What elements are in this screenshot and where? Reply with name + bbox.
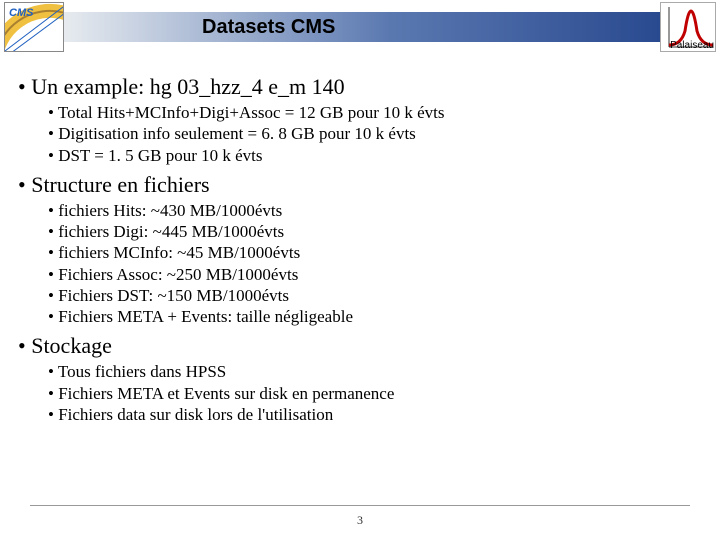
bullet-item: fichiers Hits: ~430 MB/1000évts — [48, 200, 702, 221]
bullet-item: fichiers Digi: ~445 MB/1000évts — [48, 221, 702, 242]
bullet-item: Fichiers Assoc: ~250 MB/1000évts — [48, 264, 702, 285]
footer-divider — [30, 505, 690, 506]
page-number: 3 — [0, 513, 720, 528]
bullet-item: fichiers MCInfo: ~45 MB/1000évts — [48, 242, 702, 263]
bullet-item: Fichiers data sur disk lors de l'utilisa… — [48, 404, 702, 425]
header: Datasets CMS CMS Palaiseau — [0, 0, 720, 56]
slide-body: Un example: hg 03_hzz_4 e_m 140 Total Hi… — [0, 56, 720, 425]
location-caption: Palaiseau — [670, 40, 714, 51]
bullet-item: DST = 1. 5 GB pour 10 k évts — [48, 145, 702, 166]
section-items: fichiers Hits: ~430 MB/1000évts fichiers… — [48, 200, 702, 328]
section-heading: Un example: hg 03_hzz_4 e_m 140 — [18, 74, 702, 100]
bullet-item: Total Hits+MCInfo+Digi+Assoc = 12 GB pou… — [48, 102, 702, 123]
bullet-item: Fichiers META et Events sur disk en perm… — [48, 383, 702, 404]
section-items: Tous fichiers dans HPSS Fichiers META et… — [48, 361, 702, 425]
bullet-item: Fichiers DST: ~150 MB/1000évts — [48, 285, 702, 306]
section-heading: Stockage — [18, 333, 702, 359]
section-heading: Structure en fichiers — [18, 172, 702, 198]
bullet-item: Tous fichiers dans HPSS — [48, 361, 702, 382]
slide-title: Datasets CMS — [202, 16, 335, 39]
section-items: Total Hits+MCInfo+Digi+Assoc = 12 GB pou… — [48, 102, 702, 166]
cms-logo: CMS — [4, 2, 64, 52]
title-bar: Datasets CMS — [62, 12, 660, 42]
bullet-item: Digitisation info seulement = 6. 8 GB po… — [48, 123, 702, 144]
bullet-item: Fichiers META + Events: taille négligeab… — [48, 306, 702, 327]
svg-text:CMS: CMS — [9, 7, 34, 19]
